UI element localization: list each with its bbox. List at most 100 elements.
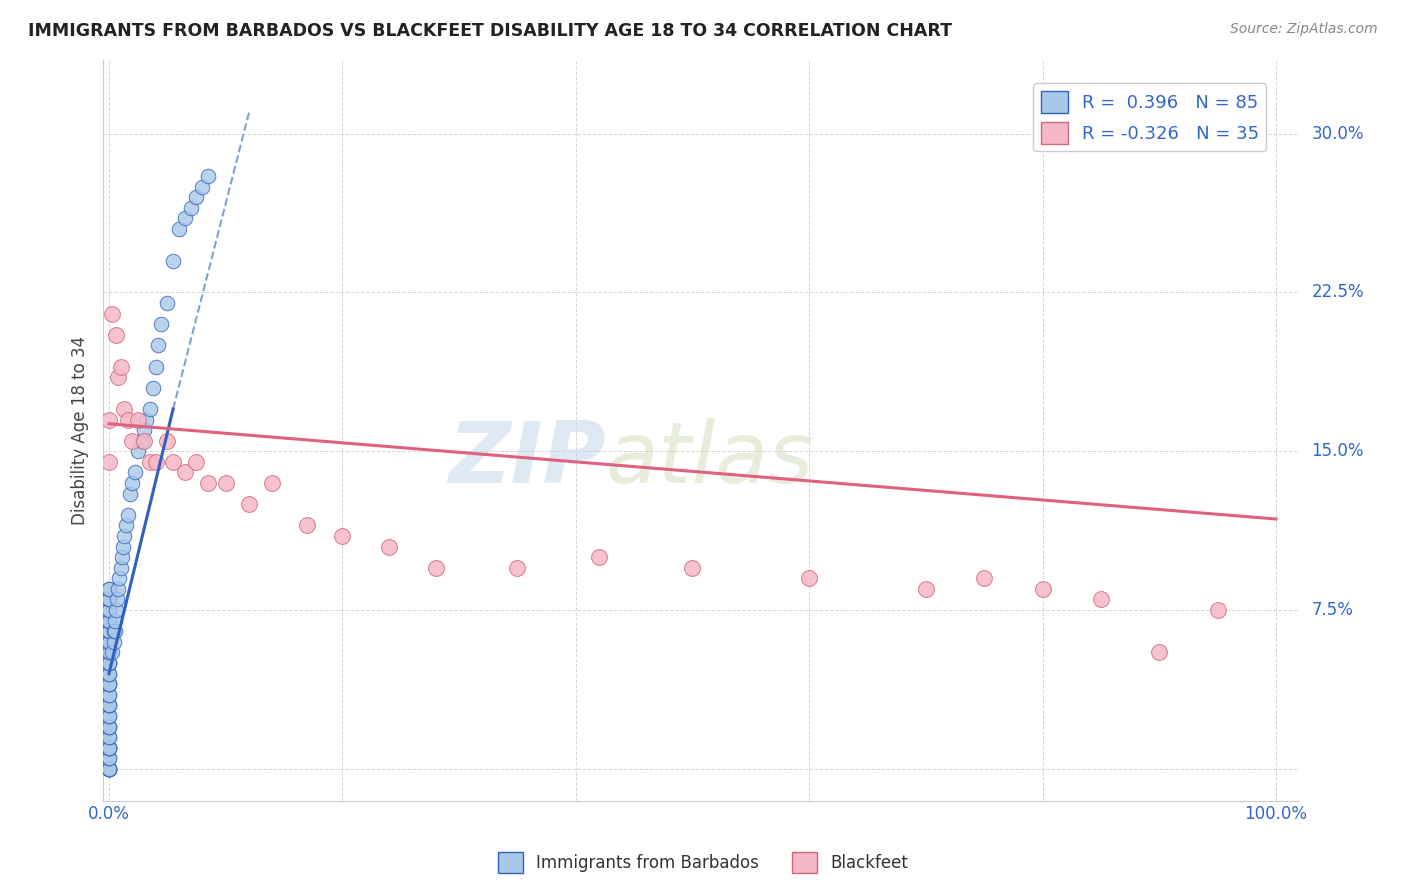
Point — [131, 434, 153, 448]
Point — [506, 560, 529, 574]
Point — [97, 624, 120, 639]
Point — [97, 688, 120, 702]
Point — [145, 359, 167, 374]
Point — [97, 645, 120, 659]
Point — [973, 571, 995, 585]
Point — [191, 179, 214, 194]
Point — [104, 624, 127, 639]
Point — [97, 656, 120, 670]
Point — [97, 751, 120, 765]
Point — [97, 656, 120, 670]
Point — [180, 201, 202, 215]
Point — [97, 762, 120, 776]
Point — [97, 688, 120, 702]
Point — [97, 592, 120, 607]
Point — [97, 677, 120, 691]
Point — [97, 603, 120, 617]
Point — [104, 327, 127, 342]
Point — [378, 540, 401, 554]
Point — [799, 571, 821, 585]
Text: 7.5%: 7.5% — [1312, 601, 1353, 619]
Point — [262, 476, 284, 491]
Point — [97, 635, 120, 649]
Text: Source: ZipAtlas.com: Source: ZipAtlas.com — [1230, 22, 1378, 37]
Point — [115, 518, 138, 533]
Point — [97, 677, 120, 691]
Point — [97, 719, 120, 733]
Point — [588, 550, 610, 565]
Point — [97, 740, 120, 755]
Point — [186, 190, 208, 204]
Point — [162, 253, 184, 268]
Point — [103, 635, 125, 649]
Point — [97, 762, 120, 776]
Point — [162, 455, 184, 469]
Point — [332, 529, 354, 543]
Point — [107, 370, 129, 384]
Point — [156, 434, 179, 448]
Legend: Immigrants from Barbados, Blackfeet: Immigrants from Barbados, Blackfeet — [491, 846, 915, 880]
Point — [97, 762, 120, 776]
Point — [97, 762, 120, 776]
Point — [97, 740, 120, 755]
Point — [97, 592, 120, 607]
Point — [167, 222, 190, 236]
Point — [111, 540, 134, 554]
Point — [97, 666, 120, 681]
Point — [97, 582, 120, 596]
Point — [197, 476, 219, 491]
Point — [110, 359, 132, 374]
Point — [97, 603, 120, 617]
Point — [97, 698, 120, 713]
Point — [117, 412, 139, 426]
Point — [121, 476, 143, 491]
Point — [97, 719, 120, 733]
Point — [1206, 603, 1229, 617]
Point — [173, 466, 195, 480]
Point — [97, 698, 120, 713]
Point — [118, 486, 141, 500]
Point — [97, 698, 120, 713]
Point — [97, 412, 120, 426]
Point — [146, 338, 169, 352]
Point — [1149, 645, 1171, 659]
Point — [101, 307, 124, 321]
Point — [105, 592, 128, 607]
Point — [117, 508, 139, 522]
Text: 22.5%: 22.5% — [1312, 284, 1364, 301]
Point — [104, 614, 127, 628]
Point — [97, 730, 120, 744]
Point — [97, 582, 120, 596]
Point — [112, 401, 135, 416]
Point — [124, 466, 146, 480]
Point — [97, 635, 120, 649]
Point — [97, 762, 120, 776]
Point — [97, 592, 120, 607]
Point — [97, 635, 120, 649]
Point — [108, 571, 131, 585]
Point — [111, 550, 134, 565]
Point — [101, 645, 124, 659]
Point — [121, 434, 143, 448]
Point — [104, 603, 127, 617]
Point — [915, 582, 938, 596]
Point — [97, 740, 120, 755]
Text: 30.0%: 30.0% — [1312, 125, 1364, 143]
Point — [97, 624, 120, 639]
Point — [97, 666, 120, 681]
Point — [186, 455, 208, 469]
Point — [425, 560, 447, 574]
Point — [97, 677, 120, 691]
Point — [173, 211, 195, 226]
Point — [682, 560, 704, 574]
Point — [112, 529, 135, 543]
Y-axis label: Disability Age 18 to 34: Disability Age 18 to 34 — [72, 335, 89, 524]
Point — [156, 296, 179, 310]
Point — [139, 455, 162, 469]
Point — [97, 709, 120, 723]
Point — [215, 476, 238, 491]
Point — [110, 560, 132, 574]
Point — [97, 614, 120, 628]
Point — [97, 614, 120, 628]
Point — [97, 614, 120, 628]
